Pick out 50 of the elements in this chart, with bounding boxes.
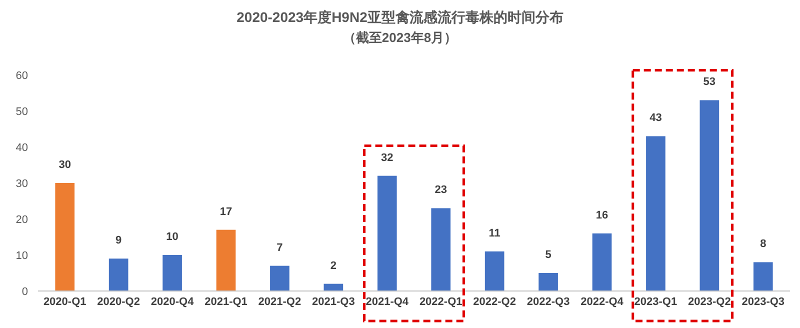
- data-label: 2: [330, 260, 336, 272]
- x-tick-label: 2021-Q4: [366, 296, 410, 308]
- bar: [216, 230, 236, 291]
- y-tick-label: 30: [16, 178, 28, 190]
- data-label: 16: [596, 209, 608, 222]
- data-label: 32: [381, 152, 394, 164]
- bar: [55, 183, 75, 291]
- bar: [431, 208, 451, 291]
- data-label: 17: [220, 206, 232, 218]
- bar: [700, 100, 720, 291]
- bar: [592, 233, 612, 291]
- chart-subtitle: （截至2023年8月）: [342, 30, 458, 45]
- y-tick-label: 40: [16, 142, 28, 154]
- x-tick-label: 2021-Q2: [258, 296, 302, 308]
- bar: [162, 255, 182, 291]
- bar: [484, 251, 504, 291]
- x-tick-label: 2020-Q1: [43, 296, 86, 308]
- bar: [646, 136, 666, 291]
- data-label: 5: [545, 249, 552, 261]
- y-tick-label: 20: [16, 214, 28, 226]
- data-label: 11: [488, 227, 500, 240]
- data-label: 23: [434, 184, 447, 196]
- data-label: 9: [116, 234, 122, 247]
- x-tick-label: 2021-Q3: [312, 296, 355, 308]
- y-tick-label: 0: [22, 286, 28, 298]
- data-label: 10: [166, 231, 178, 243]
- data-label: 30: [58, 159, 71, 171]
- x-tick-label: 2020-Q4: [150, 296, 195, 308]
- x-tick-label: 2023-Q2: [688, 296, 731, 308]
- x-tick-label: 2022-Q2: [473, 296, 516, 308]
- x-tick-label: 2020-Q2: [97, 296, 140, 308]
- data-label: 8: [760, 238, 766, 250]
- x-tick-label: 2022-Q3: [526, 296, 570, 308]
- x-tick-label: 2021-Q1: [204, 296, 248, 308]
- x-tick-label: 2022-Q4: [580, 296, 624, 308]
- y-tick-label: 60: [16, 70, 28, 82]
- bar: [377, 176, 397, 291]
- bar: [108, 258, 128, 291]
- chart-title: 2020-2023年度H9N2亚型禽流感流行毒株的时间分布: [236, 9, 564, 25]
- y-tick-label: 10: [16, 250, 28, 262]
- y-tick-label: 50: [16, 106, 28, 118]
- x-tick-label: 2023-Q3: [742, 296, 785, 308]
- bar: [270, 266, 290, 291]
- x-tick-label: 2022-Q1: [419, 296, 462, 308]
- x-tick-label: 2023-Q1: [634, 296, 678, 308]
- data-label: 43: [650, 112, 662, 124]
- bar: [538, 273, 558, 291]
- bar: [753, 262, 773, 291]
- data-label: 53: [703, 76, 716, 88]
- data-label: 7: [276, 242, 283, 254]
